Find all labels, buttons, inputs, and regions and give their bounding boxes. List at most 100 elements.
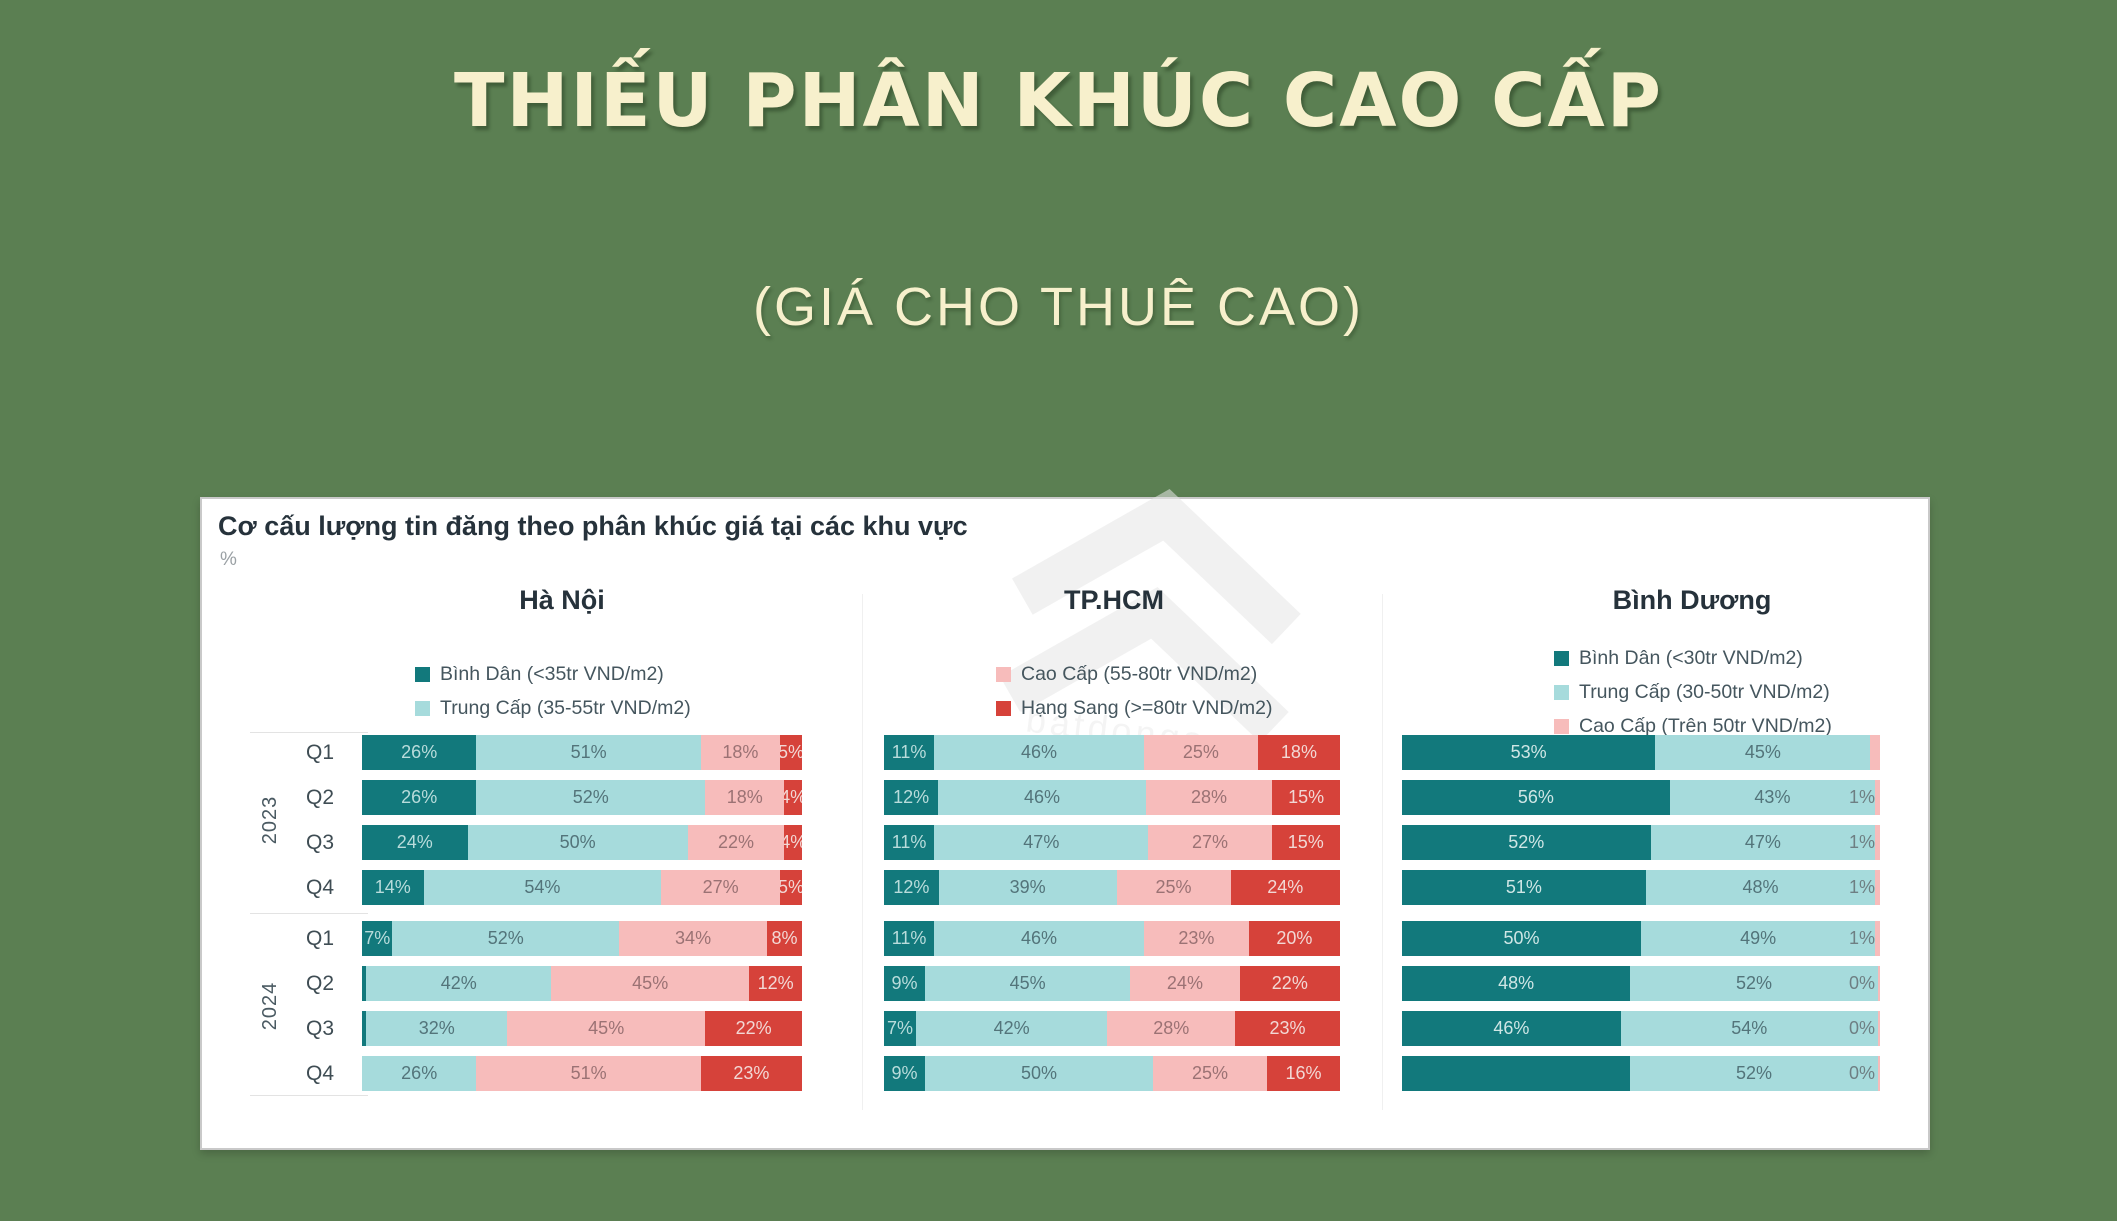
bar-row: 11% 46% 25% 18% — [884, 735, 1340, 770]
bar-segment-label: 20% — [1276, 928, 1313, 948]
bar-segment-label: 4% — [784, 787, 802, 807]
bar-segment — [1877, 1011, 1880, 1046]
bar-segment-label: 53% — [1510, 742, 1547, 762]
bar-segment-label: 46% — [1021, 928, 1058, 948]
bar-segment: 8% — [767, 921, 802, 956]
bar-segment-label: 0% — [1848, 973, 1875, 993]
bar-segment: 34% — [619, 921, 768, 956]
legend: Bình Dân (<35tr VND/m2) Trung Cấp (35-55t… — [415, 657, 691, 725]
bar-segment: 15% — [1272, 780, 1340, 815]
bar-segment: 25% — [1153, 1056, 1268, 1091]
year-label: 2024 — [258, 981, 281, 1031]
year-group-divider — [250, 732, 368, 733]
bar-segment: 26% — [362, 735, 477, 770]
bar-segment: 24% — [362, 825, 468, 860]
bar-segment-label: 50% — [1503, 928, 1540, 948]
bar-segment — [1877, 1056, 1880, 1091]
legend-swatch — [415, 700, 430, 716]
bar-segment: 26% — [362, 1056, 477, 1091]
bar-segment-label: 54% — [524, 877, 561, 897]
legend-label: Trung Cấp (30-50tr VND/m2) — [1579, 680, 1830, 703]
chart-unit-label: % — [220, 549, 237, 570]
bar-segment: 52% — [1630, 1056, 1878, 1091]
bar-segment: 45% — [507, 1011, 706, 1046]
bar-segment: 4% — [784, 825, 802, 860]
bar-segment: 46% — [934, 735, 1144, 770]
bar-segment — [1877, 966, 1880, 1001]
legend-swatch — [996, 666, 1011, 682]
bar-segment: 48% — [1402, 966, 1631, 1001]
bar-segment-label: 51% — [570, 742, 607, 762]
chart-panel: batdongsan Cơ cấu lượng tin đăng theo ph… — [200, 488, 1930, 1150]
bar-segment — [362, 1011, 367, 1046]
bar-segment-label: 52% — [572, 787, 609, 807]
bar-segment-label: 52% — [487, 928, 524, 948]
bar-segment: 42% — [366, 966, 552, 1001]
bar-segment-label: 4% — [784, 832, 802, 852]
bar-segment-label: 22% — [735, 1018, 772, 1038]
bar-segment-label: 26% — [401, 742, 438, 762]
bar-segment: 9% — [884, 1056, 926, 1091]
bar-segment — [1402, 1056, 1631, 1091]
bar-row: 32% 45% 22% — [362, 1011, 802, 1046]
legend-swatch — [1554, 650, 1569, 666]
bar-segment-label: 15% — [1287, 832, 1324, 852]
bar-segment: 27% — [661, 870, 780, 905]
bar-segment-label: 5% — [779, 877, 802, 897]
column-divider — [1382, 594, 1383, 1110]
bar-segment-label: 25% — [1182, 742, 1219, 762]
bar-row: 52% 0% — [1402, 1056, 1880, 1091]
bar-segment-label: 52% — [1735, 973, 1772, 993]
bar-segment-label: 47% — [1023, 832, 1060, 852]
bar-segment-label: 23% — [733, 1063, 770, 1083]
legend-swatch — [1554, 718, 1569, 734]
bar-segment-label: 52% — [1735, 1063, 1772, 1083]
legend-label: Cao Cấp (55-80tr VND/m2) — [1021, 662, 1258, 685]
legend-swatch — [996, 700, 1011, 716]
bar-segment: 39% — [938, 870, 1117, 905]
bar-segment-label: 27% — [1192, 832, 1229, 852]
bar-segment-label: 54% — [1731, 1018, 1768, 1038]
bar-segment: 42% — [915, 1011, 1108, 1046]
legend-item: Bình Dân (<35tr VND/m2) — [415, 657, 691, 691]
bar-segment-label: 45% — [1744, 742, 1781, 762]
bar-row: 42% 45% 12% — [362, 966, 802, 1001]
bar-segment: 12% — [884, 870, 939, 905]
bar-segment: 11% — [884, 735, 935, 770]
slide-title: THIẾU PHÂN KHÚC CAO CẤP — [454, 58, 1663, 144]
bar-segment: 23% — [1235, 1011, 1340, 1046]
bar-segment-label: 16% — [1285, 1063, 1322, 1083]
bar-segment: 51% — [476, 735, 701, 770]
bar-segment-label: 50% — [559, 832, 596, 852]
bar-segment: 7% — [884, 1011, 916, 1046]
bar-segment-label: 22% — [1271, 973, 1308, 993]
bar-row: 46% 54% 0% — [1402, 1011, 1880, 1046]
bar-segment-label: 24% — [1267, 877, 1304, 897]
bar-row: 53% 45% — [1402, 735, 1880, 770]
bar-segment: 16% — [1267, 1056, 1340, 1091]
bar-segment-label: 12% — [893, 787, 930, 807]
bar-segment-label: 1% — [1848, 928, 1875, 948]
bar-segment: 51% — [1402, 870, 1646, 905]
bar-segment: 47% — [1650, 825, 1876, 860]
bar-segment: 53% — [1402, 735, 1656, 770]
bar-segment-label: 51% — [570, 1063, 607, 1083]
bar-segment-label: 11% — [891, 742, 927, 762]
legend-label: Bình Dân (<30tr VND/m2) — [1579, 646, 1803, 669]
bar-segment: 9% — [884, 966, 926, 1001]
bar-segment-label: 1% — [1848, 877, 1875, 897]
bar-row: 12% 46% 28% 15% — [884, 780, 1340, 815]
bar-segment-label: 1% — [1848, 832, 1875, 852]
bar-row: 24% 50% 22% 4% — [362, 825, 802, 860]
bar-segment: 45% — [551, 966, 750, 1001]
bar-segment: 28% — [1145, 780, 1273, 815]
bar-row: 7% 42% 28% 23% — [884, 1011, 1340, 1046]
bar-segment: 5% — [779, 735, 802, 770]
bar-segment-label: 11% — [891, 832, 927, 852]
bar-segment: 27% — [1148, 825, 1272, 860]
region-header: Bình Dương — [1612, 585, 1772, 615]
bar-segment-label: 26% — [401, 1063, 438, 1083]
bar-segment-label: 46% — [1493, 1018, 1530, 1038]
bar-segment-label: 0% — [1848, 1018, 1875, 1038]
bar-segment-label: 23% — [1269, 1018, 1306, 1038]
